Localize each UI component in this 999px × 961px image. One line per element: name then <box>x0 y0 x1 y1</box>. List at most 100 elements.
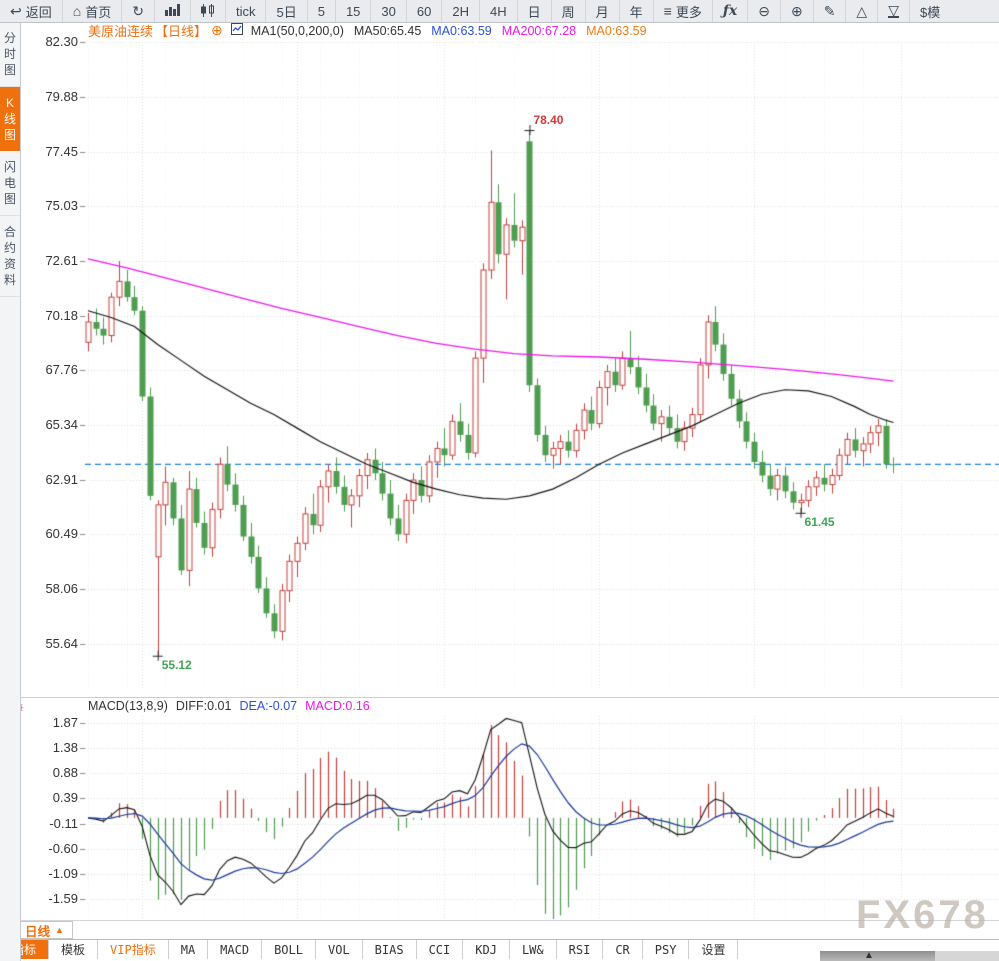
toolbar-zoom-out-button[interactable]: ⊖ <box>747 0 780 22</box>
sidebar-item-1[interactable]: 分时图 <box>0 22 20 87</box>
toolbar-period-30m-label: 30 <box>381 3 396 19</box>
toolbar-period-month-button[interactable]: 月 <box>584 0 619 22</box>
zoom-in-icon: ⊕ <box>790 3 803 19</box>
macd-value-1: MACD(13,8,9) <box>88 699 168 713</box>
toolbar-period-5d-button[interactable]: 5日 <box>265 0 306 22</box>
toolbar-period-60m-label: 60 <box>416 3 432 19</box>
toolbar-tick-label: tick <box>235 3 256 19</box>
toolbar-sim-trade-button[interactable]: $模 <box>908 0 950 22</box>
period-selector-button[interactable]: 日线 ▲ <box>16 921 73 939</box>
panel-divider <box>20 697 999 698</box>
triangle-up-icon: △ <box>856 3 868 19</box>
toolbar-period-week-label: 周 <box>561 4 575 20</box>
tab-rsi[interactable]: RSI <box>557 940 604 959</box>
ma-value-3: MA0:63.59 <box>431 23 492 38</box>
horizontal-scrollbar[interactable]: ▲ <box>820 951 999 961</box>
fx-icon: ƒx <box>722 3 738 19</box>
toolbar-period-5m-label: 5 <box>317 3 325 19</box>
menu-icon: ≡ <box>663 3 672 19</box>
tab-cr[interactable]: CR <box>603 940 643 959</box>
sidebar-item-3[interactable]: 闪电图 <box>0 151 20 216</box>
toolbar-period-day-label: 日 <box>527 4 541 20</box>
ma-value-5: MA0:63.59 <box>586 23 647 38</box>
toolbar-period-5d-label: 5日 <box>276 4 297 20</box>
time-axis-row <box>0 921 999 939</box>
toolbar-draw-button[interactable]: ✎ <box>812 0 846 22</box>
toolbar-more-button[interactable]: ≡ 更多 <box>652 0 712 22</box>
toolbar-tick-button[interactable]: tick <box>224 0 266 22</box>
tab-vol[interactable]: VOL <box>316 940 363 959</box>
chart-header: 美原油连续 【日线】 ⊕ MA1(50,0,200,0) MA50:65.45 MA… <box>88 22 647 39</box>
chevron-up-icon: ▲ <box>864 950 874 961</box>
macd-header: MACD(13,8,9) DIFF:0.01 DEA:-0.07 MACD:0.16 <box>88 698 370 714</box>
toolbar-zoom-in-button[interactable]: ⊕ <box>779 0 813 22</box>
zoom-out-icon: ⊖ <box>758 3 770 19</box>
toolbar-period-day-button[interactable]: 日 <box>516 0 551 22</box>
ma-settings-icon <box>230 23 243 38</box>
toolbar-candle-chart-button[interactable] <box>189 0 225 22</box>
toolbar-period-60m-button[interactable]: 60 <box>405 0 441 22</box>
sidebar-item-4[interactable]: 合约资料 <box>0 216 20 297</box>
axis-divider <box>0 920 999 921</box>
toolbar-bar-chart-button[interactable] <box>153 0 190 22</box>
back-icon: ↩ <box>10 3 22 19</box>
tab-cci[interactable]: CCI <box>417 940 464 959</box>
toolbar-refresh-button[interactable]: ↻ <box>121 0 154 22</box>
tab-macd[interactable]: MACD <box>208 940 263 959</box>
ma-value-2: MA50:65.45 <box>353 23 422 38</box>
home-icon: ⌂ <box>72 3 82 19</box>
tab-boll[interactable]: BOLL <box>262 940 316 959</box>
toolbar-period-15m-label: 15 <box>345 3 361 19</box>
symbol-name: 美原油连续 <box>88 24 154 39</box>
triangle-down-icon: ▽ <box>888 1 899 18</box>
toolbar-home-button[interactable]: ⌂ 首页 <box>61 0 121 22</box>
candle-chart-icon <box>200 3 215 19</box>
toolbar-triangle-down-button[interactable]: ▽ <box>877 0 909 22</box>
scrollbar-thumb[interactable]: ▲ <box>820 951 935 961</box>
macd-value-2: DIFF:0.01 <box>175 699 232 713</box>
top-toolbar: ↩ 返回 ⌂ 首页 ↻ tick 5日 5 15 30 60 2H 4H 日周月年 ≡ 更多 ƒx ⊖ ⊕ ✎ △ ▽ $模 <box>0 0 999 23</box>
period-selector-label: 日线 <box>25 924 51 939</box>
toolbar-period-month-label: 月 <box>595 4 609 20</box>
ma-values: MA1(50,0,200,0) MA50:65.45 MA0:63.59 MA200:… <box>251 24 647 38</box>
tab-ma[interactable]: MA <box>169 940 209 959</box>
pencil-icon: ✎ <box>823 3 836 19</box>
toolbar-period-5m-button[interactable]: 5 <box>306 0 335 22</box>
tab-设置[interactable]: 设置 <box>689 940 739 959</box>
add-indicator-icon[interactable]: ⊕ <box>211 22 223 38</box>
toolbar-period-4h-label: 4H <box>489 3 507 19</box>
toolbar-period-week-button[interactable]: 周 <box>550 0 585 22</box>
toolbar-period-2h-button[interactable]: 2H <box>441 0 479 22</box>
ma-value-4: MA200:67.28 <box>501 23 577 38</box>
toolbar-period-year-button[interactable]: 年 <box>618 0 653 22</box>
toolbar-period-4h-button[interactable]: 4H <box>478 0 517 22</box>
caret-up-icon: ▲ <box>55 925 64 935</box>
ma-value-1: MA1(50,0,200,0) <box>250 23 344 38</box>
tab-vip指标[interactable]: VIP指标 <box>98 940 169 959</box>
indicator-tab-bar: 指标 模板 VIP指标 MA MACD BOLL VOL BIAS CCI KDJ LW& RSI CR… <box>0 939 999 959</box>
toolbar-back-label: 返回 <box>25 4 52 20</box>
macd-value-4: MACD:0.16 <box>305 699 370 713</box>
refresh-icon: ↻ <box>132 3 144 19</box>
toolbar-sim-trade-label: $模 <box>919 4 941 20</box>
toolbar-triangle-up-button[interactable]: △ <box>845 0 877 22</box>
macd-value-3: DEA:-0.07 <box>239 699 298 713</box>
tab-模板[interactable]: 模板 <box>49 940 99 959</box>
toolbar-more-label: 更多 <box>675 4 702 20</box>
toolbar-period-2h-label: 2H <box>452 3 469 19</box>
toolbar-back-button[interactable]: ↩ 返回 <box>0 0 62 22</box>
tab-kdj[interactable]: KDJ <box>463 940 510 959</box>
tab-psy[interactable]: PSY <box>643 940 690 959</box>
tab-bias[interactable]: BIAS <box>363 940 417 959</box>
toolbar-home-label: 首页 <box>85 4 112 20</box>
symbol-period-tag: 【日线】 <box>155 24 208 39</box>
toolbar-period-15m-button[interactable]: 15 <box>334 0 370 22</box>
toolbar-period-30m-button[interactable]: 30 <box>370 0 405 22</box>
bar-chart-icon <box>164 4 180 18</box>
toolbar-formula-button[interactable]: ƒx <box>711 0 747 22</box>
toolbar-period-year-label: 年 <box>629 4 643 20</box>
tab-lw&[interactable]: LW& <box>510 940 557 959</box>
